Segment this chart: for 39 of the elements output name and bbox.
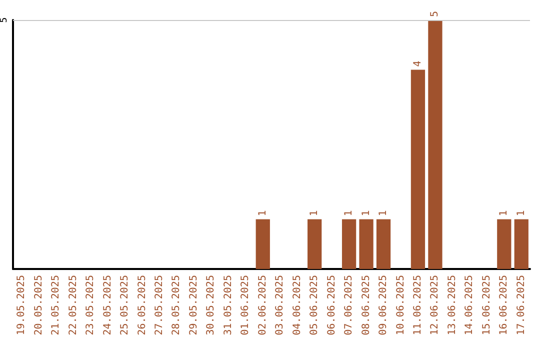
x-tick-label: 12.06.2025 (430, 275, 441, 336)
x-tick-label: 11.06.2025 (412, 275, 424, 336)
x-tick-label: 23.05.2025 (85, 275, 96, 336)
x-tick-label: 17.06.2025 (516, 275, 527, 336)
x-tick-label: 28.05.2025 (171, 275, 182, 336)
x-tick-label: 31.05.2025 (222, 275, 234, 336)
data-label: 5 (430, 10, 441, 17)
x-tick-label: 03.06.2025 (274, 275, 286, 336)
x-tick-label: 06.06.2025 (326, 275, 338, 336)
data-label: 1 (516, 210, 527, 216)
x-tick-label: 26.05.2025 (136, 275, 148, 336)
data-label: 1 (498, 210, 510, 216)
x-tick-label: 16.06.2025 (498, 275, 510, 336)
data-label: 1 (257, 210, 268, 216)
x-tick-label: 01.06.2025 (240, 275, 252, 336)
x-tick-label: 13.06.2025 (446, 275, 458, 336)
x-tick-label: 19.05.2025 (16, 275, 28, 336)
data-label: 1 (309, 210, 320, 216)
x-tick-label: 21.05.2025 (50, 275, 62, 336)
x-tick-label: 29.05.2025 (188, 275, 200, 336)
x-tick-label: 27.05.2025 (154, 275, 165, 336)
x-tick-label: 02.06.2025 (257, 275, 268, 336)
x-tick-label: 04.06.2025 (292, 275, 303, 336)
x-tick-label: 24.05.2025 (102, 275, 114, 336)
data-label: 1 (378, 210, 390, 216)
x-tick-label: 22.05.2025 (68, 275, 79, 336)
x-tick-label: 20.05.2025 (33, 275, 44, 336)
x-tick-label: 09.06.2025 (378, 275, 390, 336)
data-label: 1 (360, 210, 372, 216)
data-label: 1 (344, 210, 355, 216)
x-tick-label: 25.05.2025 (120, 275, 131, 336)
x-tick-label: 07.06.2025 (344, 275, 355, 336)
x-tick-label: 08.06.2025 (360, 275, 372, 336)
x-tick-label: 14.06.2025 (464, 275, 476, 336)
x-tick-label: 05.06.2025 (309, 275, 320, 336)
data-label: 4 (412, 60, 424, 67)
x-tick-label: 10.06.2025 (395, 275, 406, 336)
x-tick-label: 30.05.2025 (206, 275, 217, 336)
x-tick-label: 15.06.2025 (481, 275, 492, 336)
